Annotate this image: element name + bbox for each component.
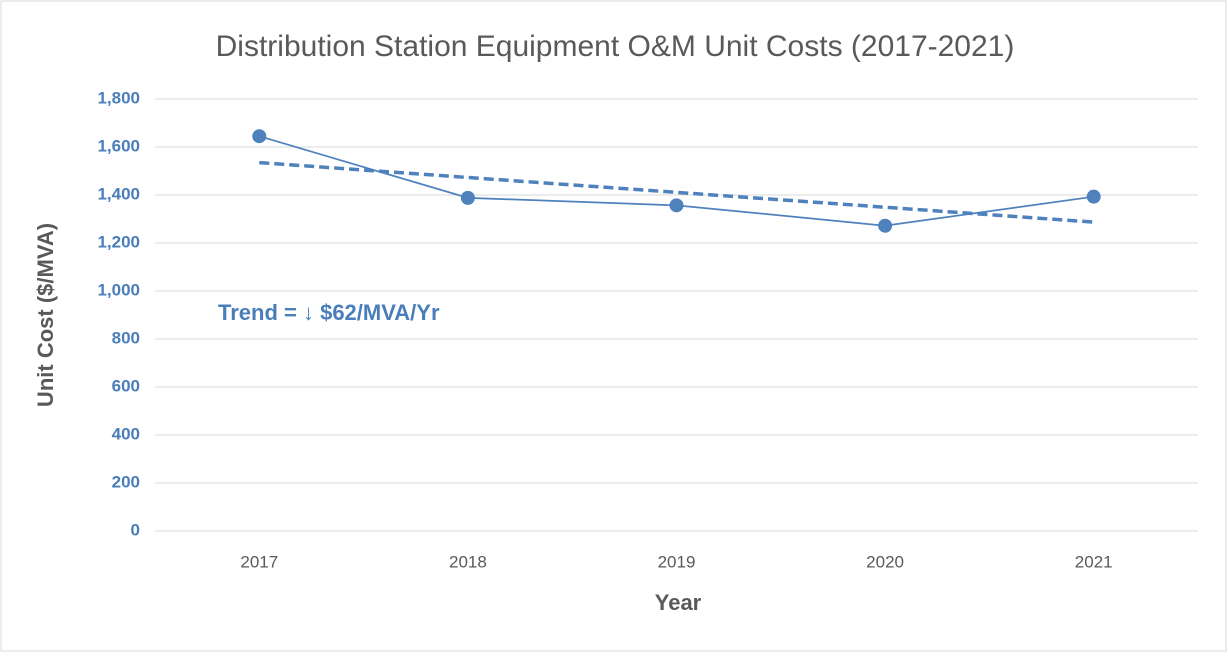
x-tick-label: 2019 <box>658 552 696 571</box>
trend-annotation: Trend = ↓ $62/MVA/Yr <box>218 300 440 325</box>
data-point <box>1086 189 1101 204</box>
data-point <box>252 129 267 144</box>
x-tick-label: 2017 <box>240 552 278 571</box>
y-tick-label: 1,200 <box>97 232 140 251</box>
x-axis-label: Year <box>655 590 702 615</box>
y-tick-label: 600 <box>112 376 140 395</box>
chart-title: Distribution Station Equipment O&M Unit … <box>216 30 1015 63</box>
y-tick-label: 1,800 <box>97 88 140 107</box>
data-point <box>878 218 893 233</box>
y-tick-label: 1,600 <box>97 136 140 155</box>
x-tick-label: 2021 <box>1075 552 1113 571</box>
y-tick-label: 800 <box>112 328 140 347</box>
y-tick-label: 200 <box>112 472 140 491</box>
y-tick-label: 400 <box>112 424 140 443</box>
data-point <box>669 198 684 213</box>
y-tick-label: 1,400 <box>97 184 140 203</box>
y-tick-label: 1,000 <box>97 280 140 299</box>
y-axis-label: Unit Cost ($/MVA) <box>33 223 58 407</box>
trend-line <box>259 160 1094 224</box>
y-tick-label: 0 <box>131 520 140 539</box>
x-tick-label: 2018 <box>449 552 487 571</box>
data-point <box>460 190 475 205</box>
x-tick-label: 2020 <box>866 552 904 571</box>
